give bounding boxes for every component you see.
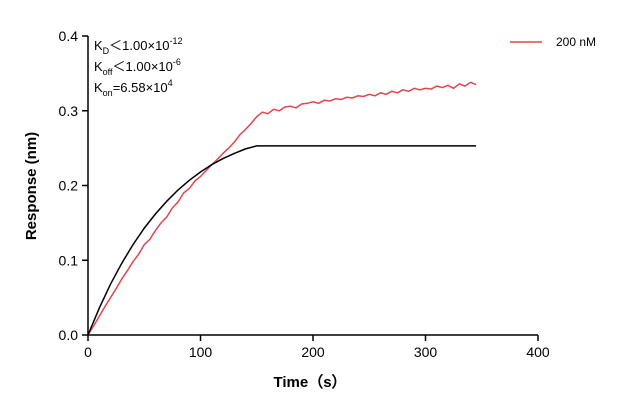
data-line [87,145,477,336]
annotation-sup: -6 [173,57,181,67]
x-tick-label: 400 [526,344,550,360]
x-tick-label: 300 [414,344,438,360]
annotation-sub: off [103,67,113,77]
annotation-sub: D [103,46,110,56]
annotation: KD＜1.00×10-12 [94,36,183,56]
y-tick-label: 0.3 [59,103,79,119]
data-line [87,81,477,336]
annotation-sub: on [103,88,113,98]
annotation-base: K [94,80,103,95]
x-axis-label: Time（s） [273,373,346,391]
annotation-text: =6.58×10 [113,80,168,95]
x-tick-label: 200 [301,344,325,360]
y-tick-label: 0.4 [59,28,79,44]
annotation-base: K [94,59,103,74]
y-tick-label: 0.2 [59,178,79,194]
annotation-sup: -12 [170,36,183,46]
legend-label: 200 nM [556,35,596,49]
x-tick-label: 100 [189,344,213,360]
annotation: Koff＜1.00×10-6 [94,57,181,77]
y-tick-label: 0.1 [59,252,79,268]
y-tick-label: 0.0 [59,327,79,343]
x-tick-label: 0 [84,344,92,360]
annotation-text: ＜1.00×10 [109,38,169,53]
annotation: Kon=6.58×104 [94,78,173,98]
annotation-base: K [94,38,103,53]
y-axis-label: Response (nm) [23,132,40,240]
annotation-sup: 4 [168,78,173,88]
annotation-text: ＜1.00×10 [113,59,173,74]
